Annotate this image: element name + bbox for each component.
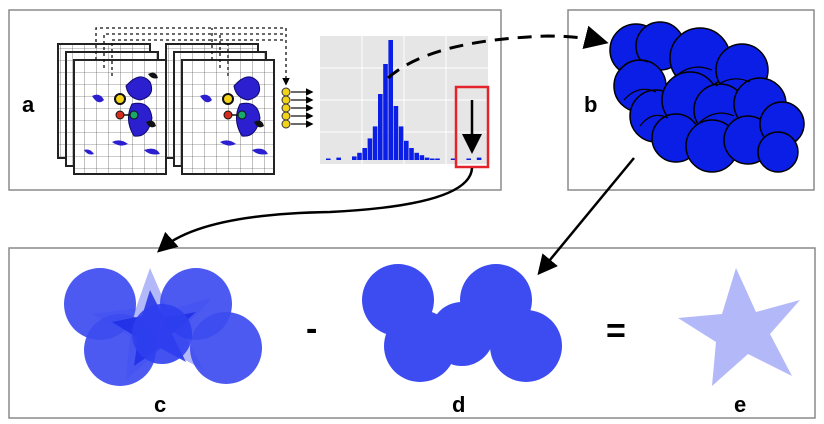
voxel-grid-stack-right [165, 43, 275, 175]
histogram-bar [435, 158, 440, 160]
histogram-bar [378, 94, 383, 160]
atom-marker-red [115, 110, 125, 120]
histogram-bar [352, 156, 357, 160]
histogram-bar [476, 157, 482, 160]
molecular-surface-stack [609, 21, 805, 173]
histogram-bars [326, 40, 482, 160]
histogram-bar [357, 152, 362, 160]
panel-label-a: a [22, 92, 35, 117]
panel-label-e: e [734, 392, 746, 417]
atom-marker-red-2 [223, 110, 233, 120]
feature-vector [281, 87, 291, 129]
histogram-bar [424, 157, 430, 160]
histogram-bar [430, 158, 435, 160]
curve-arrow-to-c [157, 167, 474, 253]
panel-label-c: c [154, 392, 166, 417]
panel-label-b: b [584, 92, 597, 117]
histogram-bar [393, 106, 399, 160]
dashed-connectors [95, 27, 290, 86]
outlier-highlight-box [454, 85, 490, 169]
difference-star-e [678, 268, 800, 386]
atom-marker-green-2 [237, 110, 247, 120]
feature-output-arrows [291, 88, 314, 128]
histogram-bar [372, 126, 378, 160]
histogram-bar [367, 138, 373, 160]
dashed-arrow-to-b [386, 25, 609, 80]
atom-marker-yellow [114, 93, 126, 105]
histogram-bar [404, 140, 409, 160]
histogram-bar [450, 158, 456, 160]
histogram-bar [388, 40, 393, 160]
minus-operator: - [306, 310, 317, 348]
histogram-bar [414, 152, 419, 160]
atom-marker-yellow-2 [222, 93, 234, 105]
shape-d-spheres [362, 264, 562, 382]
equals-operator: = [606, 312, 626, 350]
atom-marker-green [129, 110, 139, 120]
histogram-bar [419, 155, 425, 160]
panel-label-d: d [452, 392, 465, 417]
histogram-bar [398, 126, 404, 160]
histogram-bar [362, 148, 367, 160]
histogram-bar [326, 158, 331, 160]
arrow-b-to-d [537, 157, 635, 276]
histogram-bar [383, 64, 388, 160]
shape-c-combined [64, 268, 262, 386]
histogram-bar [336, 157, 341, 160]
histogram-bar [466, 158, 471, 160]
histogram-bar [409, 148, 414, 160]
molecular-surface-edges [619, 59, 751, 127]
